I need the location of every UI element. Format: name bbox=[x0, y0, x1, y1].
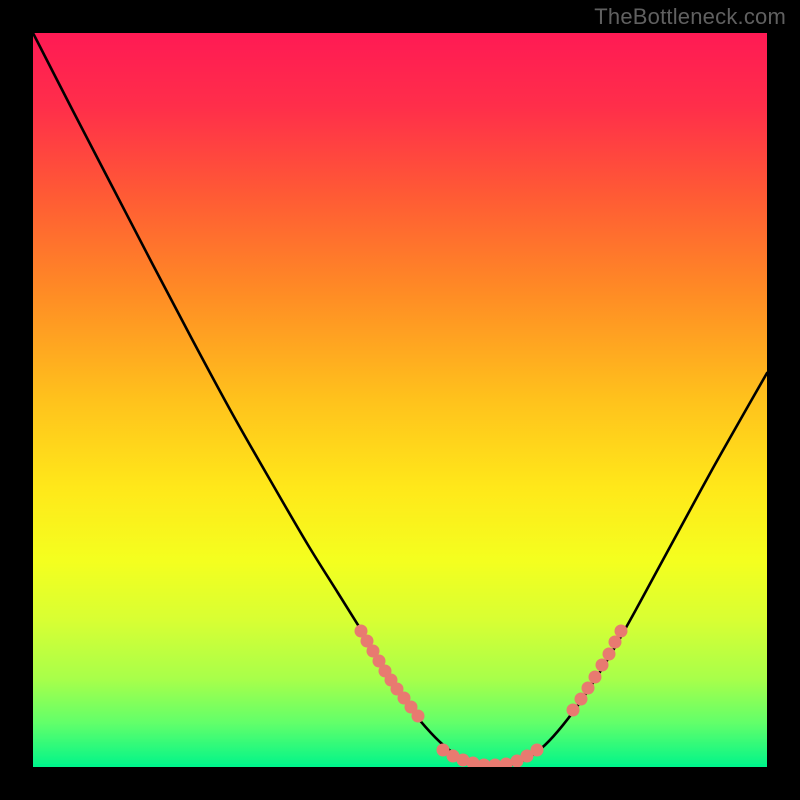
dot-right-ascent bbox=[567, 704, 580, 717]
bottom-band bbox=[33, 764, 767, 767]
dot-right-ascent bbox=[603, 648, 616, 661]
plot-area bbox=[33, 33, 767, 767]
dot-valley-floor bbox=[489, 759, 502, 768]
dot-right-ascent bbox=[596, 659, 609, 672]
curve-layer bbox=[33, 33, 767, 767]
dot-right-ascent bbox=[615, 625, 628, 638]
dot-right-ascent bbox=[582, 682, 595, 695]
watermark-text: TheBottleneck.com bbox=[594, 4, 786, 30]
dot-right-ascent bbox=[609, 636, 622, 649]
bottleneck-curve bbox=[33, 33, 767, 766]
dot-valley-floor bbox=[531, 744, 544, 757]
chart-canvas: TheBottleneck.com bbox=[0, 0, 800, 800]
dot-left-descent bbox=[412, 710, 425, 723]
dot-right-ascent bbox=[589, 671, 602, 684]
dot-valley-floor bbox=[500, 758, 513, 768]
dot-right-ascent bbox=[575, 693, 588, 706]
